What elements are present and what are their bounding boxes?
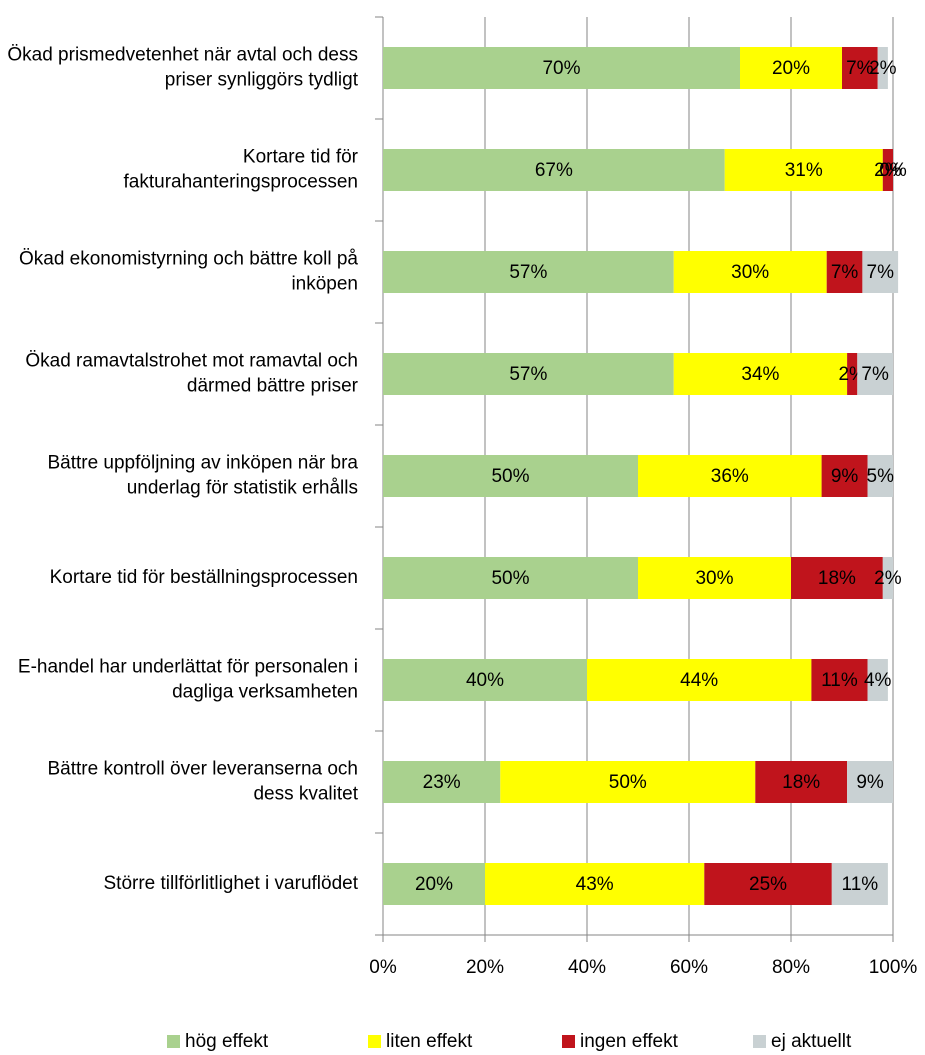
value-label: 9% bbox=[831, 466, 859, 487]
value-label: 2% bbox=[874, 568, 902, 589]
value-label: 11% bbox=[842, 874, 879, 895]
value-label: 2% bbox=[874, 160, 902, 181]
bar-segment bbox=[867, 659, 888, 701]
value-label: 11% bbox=[821, 670, 858, 691]
bar-segment bbox=[882, 557, 893, 599]
value-label: 7% bbox=[867, 262, 895, 283]
bar-segment bbox=[847, 353, 858, 395]
bar-segment bbox=[740, 47, 842, 89]
bar-segment bbox=[383, 47, 740, 89]
bar-segment bbox=[857, 353, 893, 395]
y-tick-label: Bättre uppföljning av inköpen när bra und… bbox=[47, 453, 358, 499]
x-tick-label: 20% bbox=[466, 957, 504, 978]
x-tick-label: 60% bbox=[670, 957, 708, 978]
bar-segment bbox=[724, 149, 883, 191]
value-label: 70% bbox=[542, 58, 580, 79]
value-label: 67% bbox=[535, 160, 573, 181]
bar-segment bbox=[383, 557, 638, 599]
bar-segment bbox=[877, 47, 888, 89]
legend-swatch bbox=[753, 1035, 766, 1048]
bar-segment bbox=[821, 455, 868, 497]
value-label: 31% bbox=[785, 160, 823, 181]
legend-swatch bbox=[562, 1035, 575, 1048]
y-tick-label: Kortare tid för beställningsprocessen bbox=[50, 567, 358, 588]
value-label: 50% bbox=[491, 568, 529, 589]
x-tick-label: 0% bbox=[369, 957, 397, 978]
bar-segment bbox=[383, 659, 587, 701]
legend-label: hög effekt bbox=[185, 1031, 269, 1052]
bar-segment bbox=[862, 251, 899, 293]
y-tick-label: E-handel har underlättat för personalen … bbox=[18, 657, 358, 703]
bar-segment bbox=[791, 557, 883, 599]
value-label: 43% bbox=[576, 874, 614, 895]
bar-segment bbox=[811, 659, 868, 701]
bar-segment bbox=[867, 455, 893, 497]
value-label: 5% bbox=[867, 466, 895, 487]
value-label: 50% bbox=[609, 772, 647, 793]
y-tick-label: Större tillförlitlighet i varuflödet bbox=[104, 873, 359, 894]
value-label: 23% bbox=[423, 772, 461, 793]
value-label: 9% bbox=[856, 772, 884, 793]
bar-segment bbox=[638, 557, 791, 599]
value-label: 18% bbox=[782, 772, 820, 793]
bar-segment bbox=[383, 149, 725, 191]
value-label: 7% bbox=[831, 262, 859, 283]
value-label: 0% bbox=[879, 160, 907, 181]
value-label: 34% bbox=[741, 364, 779, 385]
y-tick-label: Ökad ramavtalstrohet mot ramavtal och där… bbox=[25, 351, 358, 397]
y-tick-label: Ökad prismedvetenhet när avtal och dess p… bbox=[7, 45, 358, 91]
y-tick-label: Bättre kontroll över leveranserna och des… bbox=[48, 759, 359, 805]
value-label: 57% bbox=[509, 262, 547, 283]
value-label: 7% bbox=[846, 58, 874, 79]
x-tick-label: 80% bbox=[772, 957, 810, 978]
y-tick-label: Kortare tid för fakturahanteringsprocesse… bbox=[124, 147, 359, 193]
bar-segment bbox=[383, 761, 501, 803]
bar-segment bbox=[485, 863, 705, 905]
bar-segment bbox=[704, 863, 832, 905]
value-label: 4% bbox=[864, 670, 892, 691]
value-label: 7% bbox=[861, 364, 889, 385]
value-label: 30% bbox=[695, 568, 733, 589]
bar-segment bbox=[500, 761, 756, 803]
y-tick-label: Ökad ekonomistyrning och bättre koll på i… bbox=[19, 249, 358, 295]
bar-segment bbox=[882, 149, 893, 191]
value-label: 30% bbox=[731, 262, 769, 283]
value-label: 25% bbox=[749, 874, 787, 895]
legend-swatch bbox=[167, 1035, 180, 1048]
value-label: 20% bbox=[415, 874, 453, 895]
bar-segment bbox=[755, 761, 848, 803]
legend-label: liten effekt bbox=[386, 1031, 473, 1052]
bar-segment bbox=[842, 47, 878, 89]
value-label: 18% bbox=[818, 568, 856, 589]
bar-segment bbox=[587, 659, 812, 701]
bar-segment bbox=[383, 353, 674, 395]
bar-segment bbox=[847, 761, 893, 803]
x-tick-label: 40% bbox=[568, 957, 606, 978]
value-label: 2% bbox=[869, 58, 897, 79]
bar-segment bbox=[383, 455, 638, 497]
bar-segment bbox=[826, 251, 863, 293]
x-tick-label: 100% bbox=[869, 957, 918, 978]
bar-segment bbox=[673, 353, 848, 395]
bar-segment bbox=[831, 863, 888, 905]
bar-segment bbox=[673, 251, 827, 293]
legend-label: ingen effekt bbox=[580, 1031, 679, 1052]
value-label: 57% bbox=[509, 364, 547, 385]
value-label: 44% bbox=[680, 670, 718, 691]
value-label: 50% bbox=[491, 466, 529, 487]
bar-segment bbox=[383, 251, 674, 293]
value-label: 40% bbox=[466, 670, 504, 691]
bar-segment bbox=[383, 863, 485, 905]
value-label: 36% bbox=[711, 466, 749, 487]
legend-label: ej aktuellt bbox=[771, 1031, 852, 1052]
legend-swatch bbox=[368, 1035, 381, 1048]
bar-segment bbox=[638, 455, 822, 497]
value-label: 20% bbox=[772, 58, 810, 79]
